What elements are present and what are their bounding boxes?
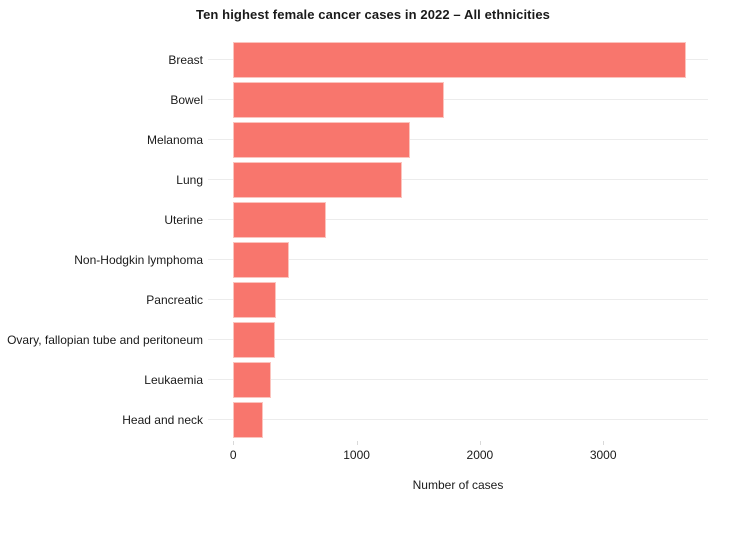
bar <box>233 122 410 158</box>
x-tick-mark <box>603 441 605 445</box>
x-tick-mark <box>356 441 358 445</box>
category-gridline <box>208 219 708 220</box>
x-tick-label: 2000 <box>466 448 494 462</box>
category-gridline <box>208 419 708 420</box>
bar <box>233 202 326 238</box>
category-gridline <box>208 339 708 340</box>
category-label: Bowel <box>170 93 203 107</box>
chart-row: Leukaemia <box>0 360 746 400</box>
category-label: Melanoma <box>146 133 203 147</box>
bar <box>233 42 686 78</box>
chart-row: Non-Hodgkin lymphoma <box>0 240 746 280</box>
bar <box>233 242 290 278</box>
category-label: Ovary, fallopian tube and peritoneum <box>7 333 203 347</box>
chart-row: Lung <box>0 160 746 200</box>
category-gridline <box>208 299 708 300</box>
bar <box>233 322 276 358</box>
chart-row: Melanoma <box>0 120 746 160</box>
category-gridline <box>208 259 708 260</box>
category-label: Leukaemia <box>144 373 203 387</box>
plot-area: Breast Bowel Melanoma Lung Uterine Non-Hodgki… <box>0 40 746 440</box>
x-axis: 0 1000 2000 3000 <box>0 440 746 470</box>
chart-row: Ovary, fallopian tube and peritoneum <box>0 320 746 360</box>
x-tick-label: 3000 <box>589 448 617 462</box>
category-gridline <box>208 139 708 140</box>
bar <box>233 362 272 398</box>
bar <box>233 282 276 318</box>
category-gridline <box>208 179 708 180</box>
x-tick-mark <box>233 441 235 445</box>
bar <box>233 162 402 198</box>
category-label: Uterine <box>164 213 203 227</box>
chart-title: Ten highest female cancer cases in 2022 … <box>196 7 550 22</box>
x-tick-label: 1000 <box>343 448 370 462</box>
category-label: Pancreatic <box>146 293 203 307</box>
bar <box>233 82 445 118</box>
category-label: Head and neck <box>122 413 203 427</box>
chart-row: Uterine <box>0 200 746 240</box>
bar <box>233 402 264 438</box>
chart-row: Breast <box>0 40 746 80</box>
x-axis-title: Number of cases <box>412 478 504 492</box>
category-gridline <box>208 379 708 380</box>
category-gridline <box>208 99 708 100</box>
chart-row: Pancreatic <box>0 280 746 320</box>
chart-row: Head and neck <box>0 400 746 440</box>
category-label: Lung <box>176 173 203 187</box>
chart-row: Bowel <box>0 80 746 120</box>
x-tick-mark <box>479 441 481 445</box>
category-label: Breast <box>168 53 203 67</box>
x-tick-label: 0 <box>229 448 237 462</box>
category-label: Non-Hodgkin lymphoma <box>74 253 203 267</box>
